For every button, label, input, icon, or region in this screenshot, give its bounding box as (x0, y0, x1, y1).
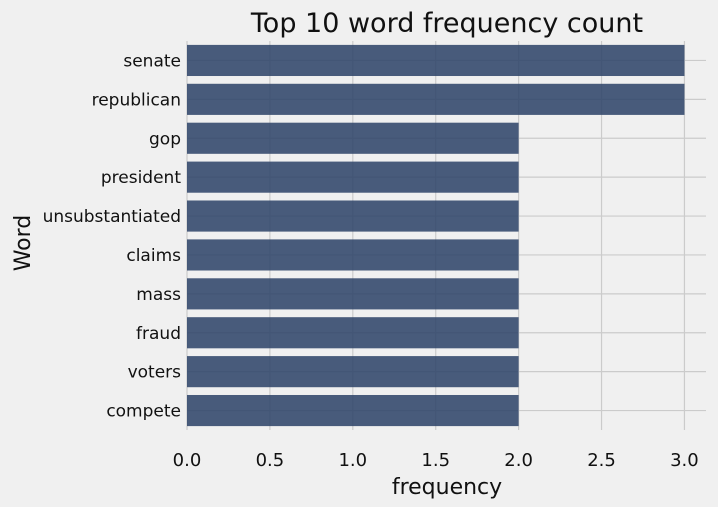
x-tick-label: 0.5 (256, 450, 285, 471)
y-tick-label-compete: compete (106, 402, 181, 422)
y-tick-label-mass: mass (136, 285, 181, 305)
bar-mass (187, 278, 519, 310)
y-tick-labels: senate republican gop president unsubstantia… (43, 51, 182, 421)
y-tick-label-republican: republican (92, 90, 181, 110)
bar-unsubstantiated (187, 200, 519, 232)
y-tick-label-president: president (101, 168, 181, 188)
bar-voters (187, 356, 519, 388)
y-tick-label-fraud: fraud (136, 324, 181, 344)
x-tick-label: 3.0 (670, 450, 699, 471)
y-tick-label-claims: claims (126, 246, 181, 266)
bar-gop (187, 122, 519, 154)
y-tick-label-unsubstantiated: unsubstantiated (43, 207, 181, 227)
x-tick-label: 2.0 (504, 450, 533, 471)
y-tick-label-voters: voters (128, 363, 182, 383)
x-axis-label: frequency (392, 475, 502, 500)
bars (187, 44, 685, 427)
bar-fraud (187, 317, 519, 349)
chart-title: Top 10 word frequency count (250, 8, 643, 39)
bar-compete (187, 394, 519, 427)
bar-republican (187, 83, 685, 115)
bar-president (187, 161, 519, 193)
x-tick-labels: 0.0 0.5 1.0 1.5 2.0 2.5 3.0 (173, 450, 699, 471)
bar-senate (187, 44, 685, 77)
y-axis-label: Word (11, 215, 36, 272)
x-tick-label: 0.0 (173, 450, 202, 471)
x-tick-label: 1.0 (338, 450, 367, 471)
x-tick-label: 2.5 (587, 450, 616, 471)
x-tick-label: 1.5 (421, 450, 450, 471)
bar-claims (187, 239, 519, 271)
y-tick-label-gop: gop (149, 129, 181, 149)
y-tick-label-senate: senate (123, 51, 181, 71)
